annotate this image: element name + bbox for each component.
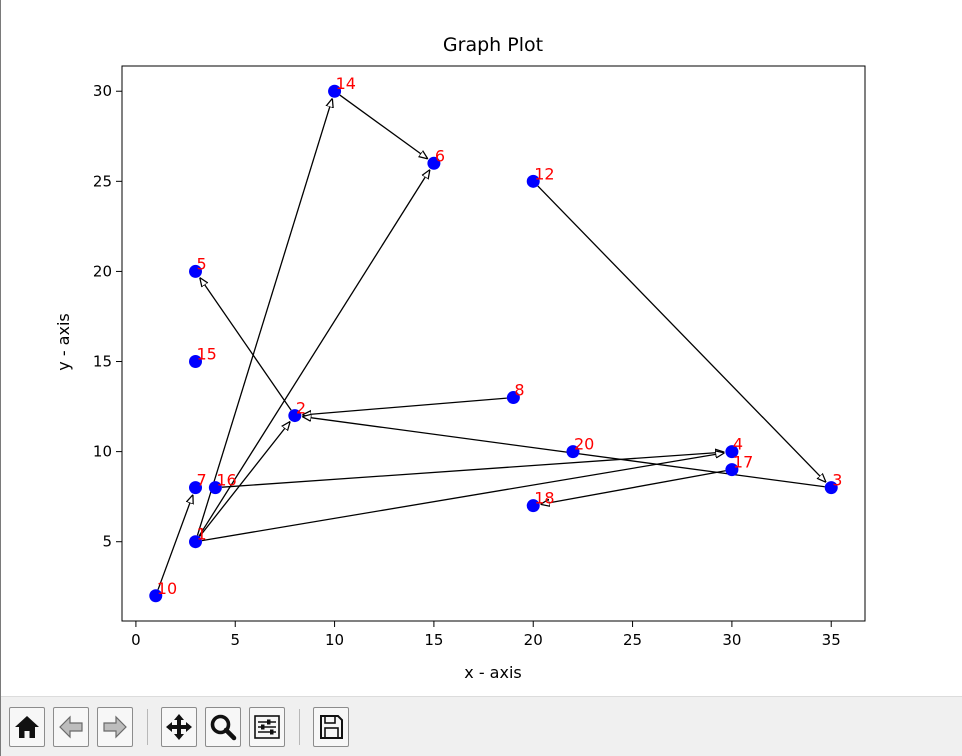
edge-arrow bbox=[541, 470, 726, 505]
edge-arrow bbox=[199, 421, 291, 538]
node-point bbox=[566, 445, 580, 459]
edge-arrow bbox=[200, 278, 292, 411]
node-label: 8 bbox=[514, 381, 524, 400]
node-point bbox=[189, 355, 203, 369]
y-tick-label: 5 bbox=[102, 533, 112, 551]
x-tick-label: 0 bbox=[131, 631, 141, 649]
y-tick-label: 15 bbox=[93, 353, 112, 371]
x-axis-ticks: 0 5 10 15 20 25 30 35 bbox=[131, 621, 841, 649]
x-tick-label: 20 bbox=[524, 631, 543, 649]
x-tick-label: 30 bbox=[722, 631, 741, 649]
edge-arrow bbox=[339, 94, 428, 159]
x-tick-label: 35 bbox=[822, 631, 841, 649]
chart-title: Graph Plot bbox=[443, 34, 543, 56]
node-label: 12 bbox=[534, 164, 554, 183]
node-point bbox=[506, 391, 520, 405]
node-point bbox=[189, 535, 203, 549]
y-tick-label: 20 bbox=[93, 262, 112, 280]
edges-layer bbox=[157, 94, 826, 590]
pan-button[interactable] bbox=[161, 707, 197, 747]
edge-arrow bbox=[201, 453, 725, 542]
node-label: 15 bbox=[197, 345, 217, 364]
nodes-layer bbox=[149, 84, 838, 603]
toolbar-separator bbox=[147, 709, 148, 745]
save-button[interactable] bbox=[313, 707, 349, 747]
edge-arrow bbox=[196, 98, 332, 536]
y-tick-label: 25 bbox=[93, 172, 112, 190]
y-axis-ticks: 5 10 15 20 25 30 bbox=[93, 82, 122, 551]
node-label: 7 bbox=[197, 471, 207, 490]
node-label: 3 bbox=[832, 471, 842, 490]
node-label: 20 bbox=[574, 435, 594, 454]
node-label: 17 bbox=[733, 453, 753, 472]
edge-arrow bbox=[302, 417, 825, 488]
node-point bbox=[427, 156, 441, 170]
node-label: 10 bbox=[157, 579, 177, 598]
node-label: 14 bbox=[336, 74, 356, 93]
y-tick-label: 30 bbox=[93, 82, 112, 100]
edge-arrow bbox=[198, 170, 430, 537]
sliders-icon bbox=[254, 715, 280, 739]
back-button[interactable] bbox=[53, 707, 89, 747]
zoom-button[interactable] bbox=[205, 707, 241, 747]
edge-arrow bbox=[302, 397, 507, 415]
magnifier-icon bbox=[210, 714, 237, 741]
move-icon bbox=[166, 714, 192, 740]
node-point bbox=[189, 264, 203, 278]
node-point bbox=[328, 84, 342, 98]
y-axis-label: y - axis bbox=[54, 313, 73, 370]
node-label: 16 bbox=[216, 471, 236, 490]
node-point bbox=[725, 445, 739, 459]
plot-area bbox=[121, 65, 866, 622]
toolbar-separator bbox=[299, 709, 300, 745]
node-point bbox=[526, 499, 540, 513]
node-point bbox=[189, 481, 203, 495]
x-tick-label: 15 bbox=[424, 631, 443, 649]
node-label: 6 bbox=[435, 146, 445, 165]
node-point bbox=[149, 589, 163, 603]
node-point bbox=[288, 409, 302, 423]
figure-canvas: Graph Plot 1 2 3 4 5 6 7 8 10 12 14 15 16 17 18 20 0 5 10… bbox=[1, 0, 962, 696]
edge-arrow bbox=[221, 452, 725, 488]
navigation-toolbar bbox=[1, 696, 962, 756]
node-label: 4 bbox=[733, 435, 743, 454]
forward-button[interactable] bbox=[97, 707, 133, 747]
node-label: 5 bbox=[197, 254, 207, 273]
home-button[interactable] bbox=[9, 707, 45, 747]
node-point bbox=[526, 174, 540, 188]
arrow-left-icon bbox=[59, 715, 83, 739]
node-point bbox=[824, 481, 838, 495]
arrow-right-icon bbox=[103, 715, 127, 739]
node-label: 2 bbox=[296, 399, 306, 418]
y-tick-label: 10 bbox=[93, 443, 112, 461]
x-tick-label: 10 bbox=[325, 631, 344, 649]
x-axis-label: x - axis bbox=[464, 663, 521, 682]
node-point bbox=[725, 463, 739, 477]
node-label: 1 bbox=[197, 525, 207, 544]
floppy-icon bbox=[320, 715, 343, 739]
edge-arrow bbox=[537, 185, 826, 482]
edge-arrow bbox=[157, 495, 193, 590]
x-tick-label: 25 bbox=[623, 631, 642, 649]
x-tick-label: 5 bbox=[230, 631, 240, 649]
home-icon bbox=[15, 716, 39, 738]
node-label: 18 bbox=[534, 489, 554, 508]
node-point bbox=[208, 481, 222, 495]
configure-subplots-button[interactable] bbox=[249, 707, 285, 747]
